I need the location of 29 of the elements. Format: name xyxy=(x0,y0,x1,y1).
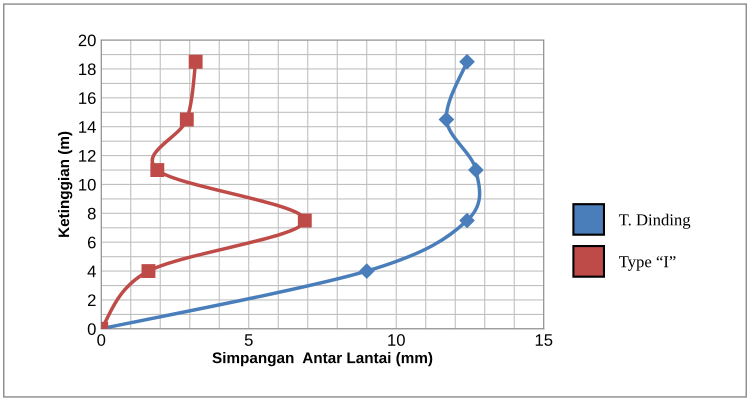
x-tick-label: 0 xyxy=(97,334,106,346)
y-tick-label: 16 xyxy=(79,92,96,104)
legend-label: T. Dinding xyxy=(618,214,690,229)
y-tick-label: 18 xyxy=(79,63,96,76)
point xyxy=(180,112,194,126)
y-axis-title: Ketinggian (m) xyxy=(58,132,72,237)
x-tick-label: 15 xyxy=(536,334,552,346)
point xyxy=(188,54,203,69)
y-tick-label: 0 xyxy=(88,323,96,336)
x-axis-title: Simpangan Antar Lantai (mm) xyxy=(212,352,432,366)
legend-label: Type “I” xyxy=(618,256,676,271)
y-tick-label: 8 xyxy=(88,208,96,220)
point xyxy=(298,214,312,228)
y-tick-label: 10 xyxy=(79,178,96,191)
y-tick-label: 2 xyxy=(88,294,96,306)
y-tick-label: 20 xyxy=(78,34,96,46)
point xyxy=(142,264,156,278)
y-tick-label: 4 xyxy=(88,266,96,278)
point xyxy=(459,212,475,228)
x-tick-label: 5 xyxy=(244,334,253,346)
point xyxy=(150,163,164,177)
y-tick-label: 12 xyxy=(79,150,96,162)
y-tick-label: 14 xyxy=(79,121,96,133)
x-tick-label: 10 xyxy=(388,334,405,346)
point xyxy=(459,54,475,70)
point xyxy=(359,264,374,279)
y-tick-label: 6 xyxy=(88,236,96,248)
point xyxy=(438,112,454,128)
point xyxy=(468,162,484,178)
